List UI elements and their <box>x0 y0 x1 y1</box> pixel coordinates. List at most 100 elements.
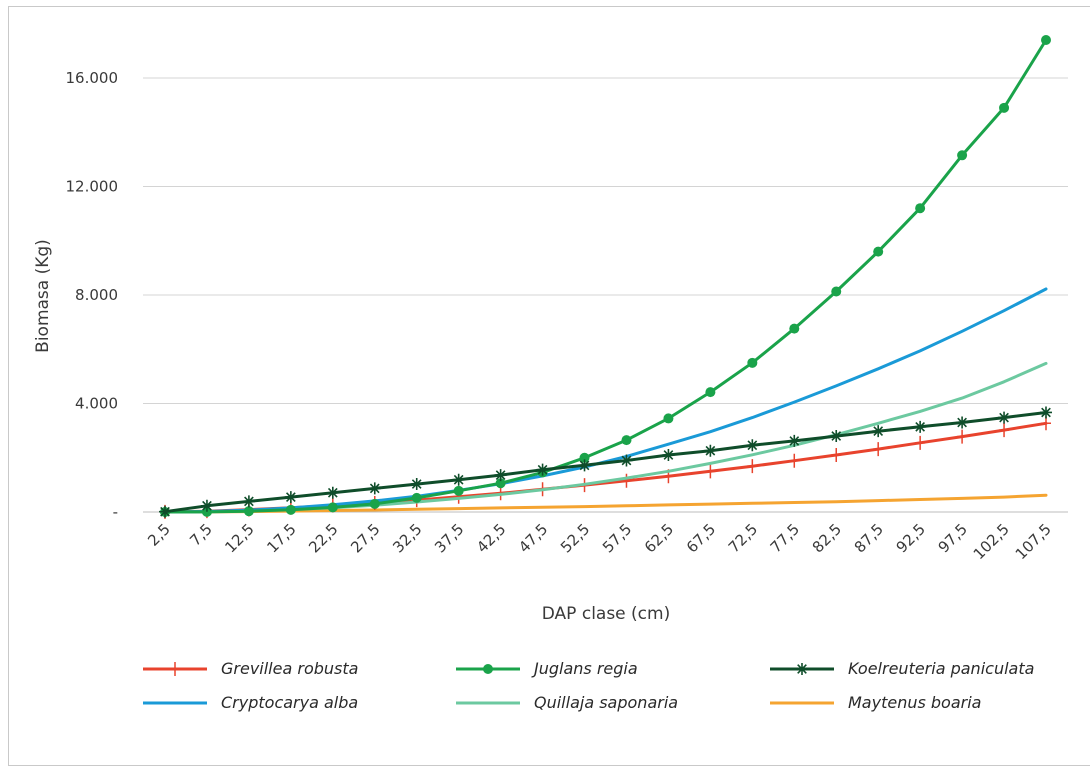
data-point <box>159 505 171 518</box>
data-point <box>663 413 674 424</box>
series-lines <box>159 35 1052 519</box>
data-point <box>327 502 338 513</box>
data-point <box>494 469 507 482</box>
data-point <box>999 102 1010 113</box>
data-point <box>242 495 255 508</box>
data-point <box>789 323 800 334</box>
y-tick-label: 16.000 <box>66 69 119 87</box>
y-tick-label: - <box>113 503 118 521</box>
legend-item: Cryptocarya alba <box>143 693 358 712</box>
x-tick-label: 57,5 <box>599 520 635 556</box>
x-tick-label: 42,5 <box>473 520 509 556</box>
data-point <box>579 452 590 463</box>
series-line <box>163 361 1048 514</box>
data-point <box>578 459 591 472</box>
x-tick-label: 52,5 <box>557 520 593 556</box>
data-point <box>872 425 885 438</box>
data-point <box>326 486 339 499</box>
x-tick-label: 27,5 <box>347 520 383 556</box>
legend-label: Quillaja saponaria <box>534 693 678 712</box>
data-point <box>536 463 549 476</box>
data-point <box>873 442 884 457</box>
data-point <box>830 430 843 443</box>
series-grevillea-robusta <box>160 416 1051 519</box>
x-tick-label: 72,5 <box>725 520 761 556</box>
x-tick-label: 47,5 <box>515 520 551 556</box>
x-tick-label: 82,5 <box>809 520 845 556</box>
data-point <box>999 423 1010 438</box>
x-axis-ticks: 2,5 7,5 12,5 17,5 22,5 27,5 32,5 37,5 42,5 47,5 52… <box>144 520 1055 563</box>
legend-label: Cryptocarya alba <box>221 693 358 712</box>
data-point <box>747 357 758 368</box>
data-point <box>621 473 632 488</box>
series-quillaja-saponaria <box>163 361 1048 514</box>
x-tick-label: 67,5 <box>683 520 719 556</box>
series-line <box>163 38 1048 514</box>
legend-item: Juglans regia <box>456 659 638 678</box>
data-point <box>796 663 808 675</box>
series-koelreuteria-paniculata <box>159 406 1052 518</box>
legend-label: Grevillea robusta <box>221 659 358 678</box>
legend-label: Juglans regia <box>531 659 638 678</box>
x-tick-label: 97,5 <box>935 520 971 556</box>
legend-item: Grevillea robusta <box>143 659 358 678</box>
data-point <box>411 492 422 503</box>
x-tick-label: 12,5 <box>221 520 257 556</box>
data-point <box>200 499 213 512</box>
x-tick-label: 22,5 <box>305 520 341 556</box>
y-axis-title: Biomasa (Kg) <box>33 239 53 353</box>
data-point <box>705 387 716 398</box>
data-point <box>915 435 926 450</box>
data-point <box>368 482 381 495</box>
x-tick-label: 7,5 <box>186 520 216 550</box>
legend-label: Maytenus boaria <box>848 693 981 712</box>
y-tick-label: 12.000 <box>66 178 119 196</box>
data-point <box>914 420 927 433</box>
series-cryptocarya-alba <box>163 287 1048 514</box>
data-point <box>747 459 758 474</box>
legend-item: Koelreuteria paniculata <box>770 659 1034 678</box>
data-point <box>369 498 380 509</box>
series-maytenus-boaria <box>163 493 1048 514</box>
data-point <box>831 286 842 297</box>
data-point <box>621 435 632 446</box>
data-point <box>873 246 884 257</box>
x-tick-label: 87,5 <box>851 520 887 556</box>
data-point <box>1041 35 1051 46</box>
legend-label: Koelreuteria paniculata <box>848 659 1034 678</box>
data-point <box>998 411 1011 424</box>
gridlines <box>143 77 1068 513</box>
x-tick-label: 62,5 <box>641 520 677 556</box>
data-point <box>1040 406 1052 419</box>
x-tick-label: 102,5 <box>970 520 1013 563</box>
x-tick-label: 2,5 <box>144 520 174 550</box>
legend-item: Maytenus boaria <box>770 693 981 712</box>
data-point <box>956 416 969 429</box>
data-point <box>789 453 800 468</box>
y-axis-ticks: - 4.000 8.000 12.000 16.000 <box>66 69 119 521</box>
y-tick-label: 4.000 <box>75 395 118 413</box>
data-point <box>704 444 717 457</box>
data-point <box>662 449 675 462</box>
data-point <box>957 150 968 161</box>
data-point <box>284 491 297 504</box>
data-point <box>243 506 254 517</box>
series-line <box>163 287 1048 514</box>
series-line <box>163 411 1048 514</box>
data-point <box>453 485 464 496</box>
data-point <box>915 203 926 214</box>
x-tick-label: 37,5 <box>431 520 467 556</box>
data-point <box>620 454 633 467</box>
x-axis-title: DAP clase (cm) <box>542 604 670 624</box>
data-point <box>957 429 968 444</box>
data-point <box>285 504 296 515</box>
x-tick-label: 77,5 <box>767 520 803 556</box>
data-point <box>170 662 180 676</box>
data-point <box>1041 416 1051 431</box>
x-tick-label: 17,5 <box>263 520 299 556</box>
data-point <box>831 448 842 463</box>
data-point <box>410 478 423 491</box>
x-tick-label: 92,5 <box>893 520 929 556</box>
line-chart: - 4.000 8.000 12.000 16.000 2,5 7,5 12,5 17,5 22… <box>33 35 1068 712</box>
x-tick-label: 107,5 <box>1012 520 1055 563</box>
